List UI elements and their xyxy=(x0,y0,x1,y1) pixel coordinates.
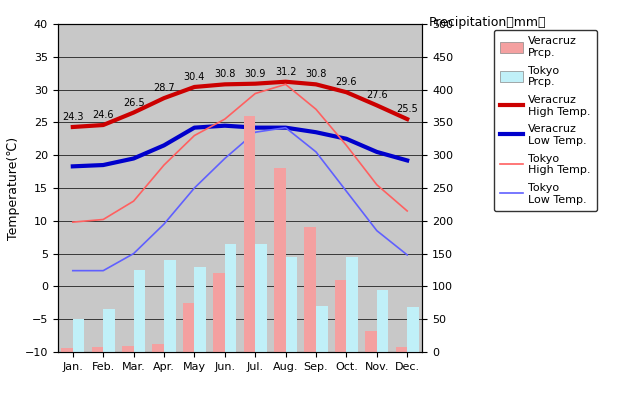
Bar xyxy=(255,244,267,352)
Bar xyxy=(377,290,388,352)
Bar xyxy=(407,307,419,352)
Bar xyxy=(396,347,407,352)
Bar xyxy=(183,303,195,352)
Text: 24.3: 24.3 xyxy=(62,112,84,122)
Legend: Veracruz
Prcp., Tokyo
Prcp., Veracruz
High Temp., Veracruz
Low Temp., Tokyo
High: Veracruz Prcp., Tokyo Prcp., Veracruz Hi… xyxy=(493,30,597,211)
Bar xyxy=(103,309,115,352)
Text: 24.6: 24.6 xyxy=(92,110,114,120)
Bar xyxy=(285,257,297,352)
Text: 30.8: 30.8 xyxy=(214,70,236,80)
Text: Precipitation（mm）: Precipitation（mm） xyxy=(429,16,547,29)
Bar xyxy=(305,227,316,352)
Bar xyxy=(73,319,84,352)
Bar xyxy=(164,260,175,352)
Text: 29.6: 29.6 xyxy=(335,77,357,87)
Bar xyxy=(152,344,164,352)
Text: 30.4: 30.4 xyxy=(184,72,205,82)
Y-axis label: Temperature(℃): Temperature(℃) xyxy=(7,136,20,240)
Text: 25.5: 25.5 xyxy=(396,104,418,114)
Text: 28.7: 28.7 xyxy=(153,83,175,93)
Text: 30.9: 30.9 xyxy=(244,69,266,79)
Bar xyxy=(335,280,346,352)
Bar xyxy=(195,267,206,352)
Bar xyxy=(134,270,145,352)
Bar xyxy=(244,116,255,352)
Bar xyxy=(225,244,236,352)
Bar xyxy=(213,273,225,352)
Bar xyxy=(61,348,73,352)
Bar xyxy=(346,257,358,352)
Text: 31.2: 31.2 xyxy=(275,67,296,77)
Text: 27.6: 27.6 xyxy=(366,90,388,100)
Bar xyxy=(122,346,134,352)
Bar xyxy=(365,331,377,352)
Bar xyxy=(316,306,328,352)
Text: 30.8: 30.8 xyxy=(305,70,326,80)
Bar xyxy=(274,168,285,352)
Bar xyxy=(92,347,103,352)
Text: 26.5: 26.5 xyxy=(123,98,145,108)
